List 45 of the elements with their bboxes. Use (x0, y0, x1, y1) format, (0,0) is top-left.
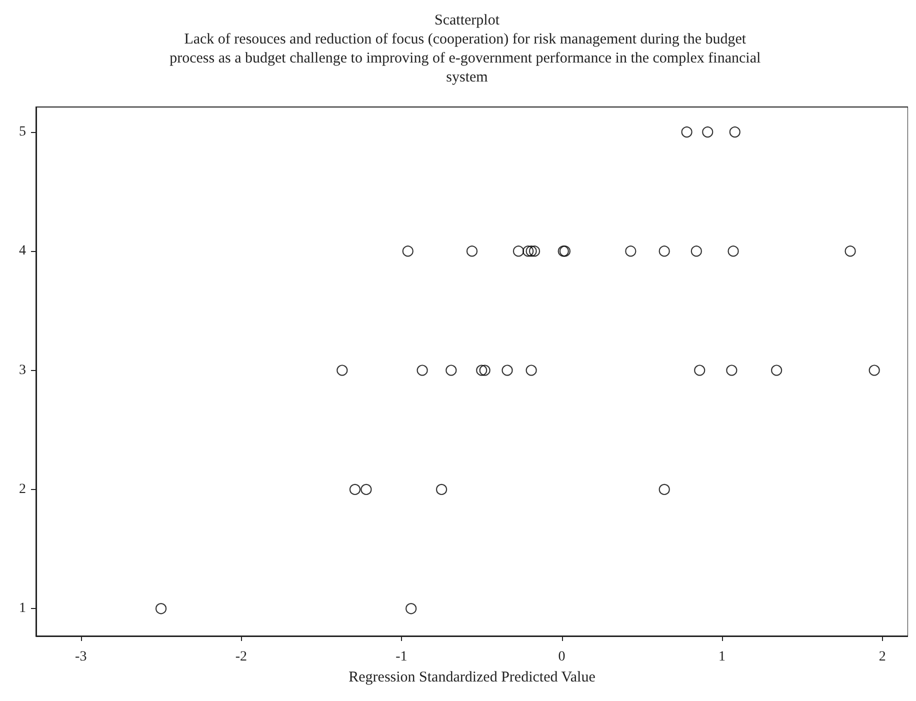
point (512, 246, 524, 257)
x-tick-label: 0 (558, 650, 566, 664)
point (702, 126, 714, 138)
chart-subtitle: Lack of resouces and reduction of focus (cooperation) for risk management during the budget process as a budget challenge to improving of e-government performance in the complex financial system (170, 32, 764, 86)
point (522, 246, 534, 257)
point (694, 364, 706, 376)
point (625, 246, 636, 257)
point (416, 364, 428, 376)
y-tick-label: 5 (19, 124, 26, 140)
point (336, 364, 348, 376)
point (406, 603, 417, 614)
point (658, 246, 670, 257)
point (360, 484, 372, 495)
point (466, 246, 478, 257)
x-tick-label: -2 (235, 650, 248, 664)
y-tick-label: 1 (19, 601, 26, 616)
chart-title: Scatterplot (434, 12, 500, 28)
point (155, 603, 167, 614)
x-axis-title: Regression Standardized Predicted Value (348, 670, 596, 686)
x-tick-label: -1 (396, 650, 408, 664)
point (681, 126, 692, 138)
point (436, 484, 448, 495)
point (476, 364, 488, 376)
x-tick-label: -3 (75, 650, 87, 664)
y-tick-label: 2 (19, 482, 26, 497)
point (349, 484, 361, 495)
point (690, 246, 702, 257)
x-tick-label: 1 (718, 650, 726, 664)
point (728, 246, 739, 257)
point (502, 364, 513, 376)
y-tick-label: 4 (19, 244, 26, 259)
point (402, 246, 414, 257)
y-tick-label: 3 (19, 362, 26, 378)
point (658, 484, 670, 495)
point (528, 246, 540, 257)
point (446, 364, 457, 376)
point (771, 364, 782, 376)
point (868, 364, 880, 376)
point (526, 364, 537, 376)
point (526, 246, 537, 257)
point (479, 364, 490, 376)
x-tick-label: 2 (878, 650, 886, 664)
point (729, 126, 740, 138)
point (726, 364, 738, 376)
point (844, 246, 856, 257)
